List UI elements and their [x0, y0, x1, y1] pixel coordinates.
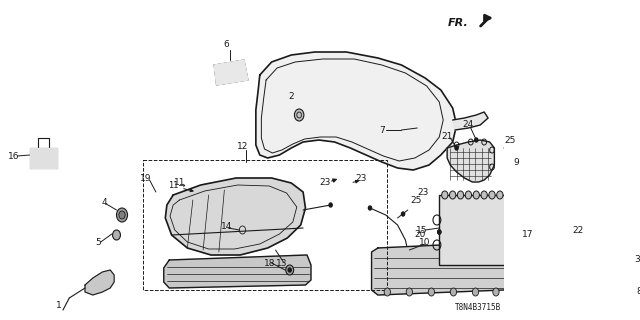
- Text: 19: 19: [140, 173, 152, 182]
- Circle shape: [465, 191, 472, 199]
- Circle shape: [401, 212, 404, 216]
- Text: 6: 6: [224, 39, 230, 49]
- Circle shape: [442, 191, 448, 199]
- Text: 4: 4: [101, 197, 107, 206]
- Polygon shape: [256, 52, 456, 170]
- Text: 5: 5: [95, 237, 101, 246]
- Circle shape: [493, 288, 499, 296]
- Text: 16: 16: [8, 151, 20, 161]
- Polygon shape: [164, 255, 311, 288]
- Polygon shape: [214, 60, 248, 85]
- Circle shape: [475, 138, 478, 142]
- Text: 1: 1: [56, 300, 62, 309]
- Text: FR.: FR.: [447, 18, 468, 28]
- Circle shape: [458, 191, 463, 199]
- Text: 11→: 11→: [168, 180, 186, 189]
- Polygon shape: [165, 178, 305, 255]
- Circle shape: [472, 288, 479, 296]
- Text: T8N4B3715B: T8N4B3715B: [454, 303, 500, 312]
- Circle shape: [286, 265, 294, 275]
- Text: 14: 14: [221, 221, 232, 230]
- Text: 18: 18: [264, 260, 275, 268]
- Circle shape: [497, 191, 503, 199]
- Circle shape: [369, 206, 372, 210]
- Circle shape: [428, 288, 435, 296]
- Text: 10: 10: [419, 237, 431, 246]
- Text: 7: 7: [379, 125, 385, 134]
- Circle shape: [455, 146, 458, 150]
- Text: 8: 8: [636, 287, 640, 297]
- Text: 2: 2: [289, 92, 294, 100]
- Circle shape: [512, 228, 515, 232]
- Text: 25: 25: [410, 196, 421, 204]
- Text: 12: 12: [237, 141, 248, 150]
- Text: 23: 23: [319, 178, 331, 187]
- Circle shape: [582, 250, 586, 254]
- Circle shape: [481, 191, 487, 199]
- Circle shape: [113, 230, 120, 240]
- Circle shape: [288, 268, 291, 272]
- Text: 25: 25: [504, 135, 516, 145]
- Polygon shape: [372, 242, 510, 295]
- Text: 21: 21: [442, 132, 453, 140]
- Bar: [439, 195, 514, 265]
- Text: 13: 13: [276, 260, 287, 268]
- Circle shape: [449, 191, 456, 199]
- Polygon shape: [85, 270, 114, 295]
- Text: 24: 24: [462, 119, 473, 129]
- Text: 23: 23: [355, 173, 366, 182]
- Text: 15: 15: [416, 226, 428, 235]
- Circle shape: [119, 211, 125, 219]
- Circle shape: [406, 288, 413, 296]
- Text: 22: 22: [572, 226, 584, 235]
- Circle shape: [451, 288, 456, 296]
- Circle shape: [329, 203, 332, 207]
- Circle shape: [294, 109, 304, 121]
- Circle shape: [438, 230, 441, 234]
- Text: 20: 20: [415, 229, 426, 238]
- Bar: [143, 160, 387, 290]
- Text: 11: 11: [173, 178, 185, 187]
- Polygon shape: [447, 140, 494, 182]
- Text: 3: 3: [635, 255, 640, 265]
- Circle shape: [637, 288, 640, 292]
- Circle shape: [116, 208, 127, 222]
- Circle shape: [384, 288, 390, 296]
- Circle shape: [489, 191, 495, 199]
- Circle shape: [438, 230, 441, 234]
- Circle shape: [473, 191, 479, 199]
- Polygon shape: [452, 112, 488, 130]
- Circle shape: [581, 258, 584, 262]
- Text: 9: 9: [513, 157, 519, 166]
- Text: 23: 23: [418, 188, 429, 196]
- Polygon shape: [30, 148, 57, 168]
- Text: 17: 17: [522, 229, 533, 238]
